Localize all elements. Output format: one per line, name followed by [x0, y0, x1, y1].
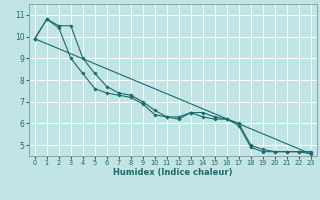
X-axis label: Humidex (Indice chaleur): Humidex (Indice chaleur) [113, 168, 233, 177]
